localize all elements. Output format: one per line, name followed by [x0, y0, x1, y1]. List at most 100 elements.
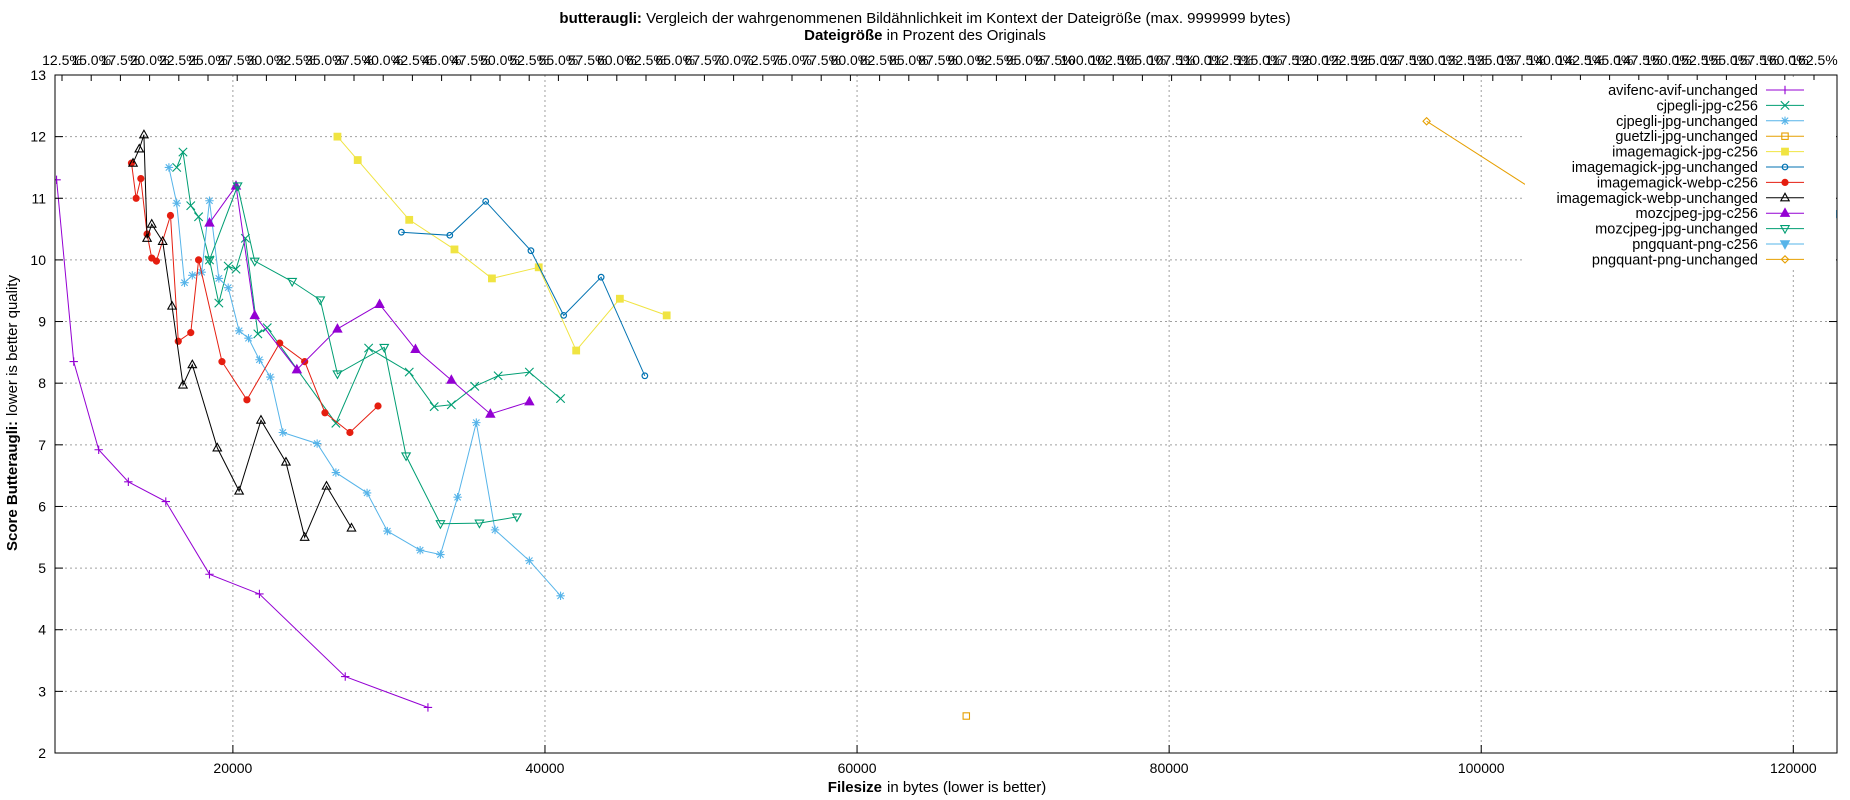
legend-marker: [1781, 163, 1789, 171]
data-point: [187, 329, 195, 337]
data-point: [474, 519, 485, 529]
data-point: [164, 163, 174, 172]
series-guetzli-jpg-unchanged: [962, 712, 971, 720]
x2-tick-label: 147.5%: [1615, 52, 1662, 68]
data-point: [127, 157, 139, 167]
y-tick-label: 8: [38, 375, 46, 391]
series-line: [401, 200, 646, 377]
data-point: [353, 156, 362, 164]
data-point: [204, 217, 215, 227]
x2-tick-label: 62.5%: [626, 52, 666, 68]
x2-tick-label: 47.5%: [451, 52, 491, 68]
data-point: [94, 445, 103, 454]
x-tick-label: 120000: [1770, 760, 1817, 776]
data-point: [214, 298, 224, 308]
data-point: [446, 400, 456, 410]
series-line: [56, 179, 429, 708]
x2-tick-label: 77.5%: [801, 52, 841, 68]
y-tick-label: 12: [30, 129, 46, 145]
x2-tick-label: 90.0%: [947, 52, 987, 68]
x2-tick-label: 100.0%: [1060, 52, 1107, 68]
x2-tick-label: 40.0%: [363, 52, 403, 68]
x-tick-label: 40000: [526, 760, 565, 776]
data-point: [641, 372, 649, 380]
data-point: [212, 442, 223, 452]
plot-border: [54, 74, 1838, 754]
data-point: [55, 175, 61, 184]
legend-marker: [1781, 147, 1789, 156]
x2-tick-label: 65.0%: [655, 52, 695, 68]
data-point: [331, 468, 341, 477]
data-point: [597, 273, 605, 281]
y-axis-label-bold: Score Butteraugli:: [4, 421, 21, 551]
data-point: [534, 263, 543, 272]
data-point: [262, 323, 272, 333]
series-cjpegli-jpg-unchanged: [164, 163, 565, 601]
x2-tick-label: 135.0%: [1469, 52, 1516, 68]
data-point: [525, 556, 534, 565]
data-point: [255, 414, 267, 424]
data-point: [436, 550, 445, 559]
data-point: [280, 456, 292, 466]
chart-title-bold: butteraugli:: [559, 10, 642, 27]
x2-tick-label: 12.5%: [42, 52, 82, 68]
x-axis-label-rest: in bytes (lower is better): [887, 779, 1046, 796]
x2-tick-label: 87.5%: [918, 52, 958, 68]
data-point: [205, 196, 214, 205]
data-point: [962, 712, 971, 720]
data-point: [493, 371, 503, 381]
y-tick-label: 13: [30, 67, 46, 83]
x2-tick-label: 67.5%: [685, 52, 725, 68]
series-line: [337, 136, 667, 352]
x2-tick-label: 17.5%: [101, 52, 141, 68]
x2-tick-label: 132.5%: [1440, 52, 1487, 68]
data-point: [266, 372, 275, 382]
x2-tick-label: 102.5%: [1089, 52, 1136, 68]
data-point: [233, 485, 245, 495]
x2-tick-label: 57.5%: [568, 52, 608, 68]
data-point: [178, 147, 188, 157]
x2-tick-label: 142.5%: [1557, 52, 1604, 68]
legend-entry: pngquant-png-c256: [1632, 237, 1804, 253]
x2-tick-label: 50.0%: [480, 52, 520, 68]
legend-marker: [1779, 240, 1791, 250]
data-point: [383, 526, 392, 536]
data-point: [511, 513, 523, 523]
legend-entry: mozcjpeg-jpg-unchanged: [1595, 222, 1804, 238]
legend-marker: [1781, 178, 1789, 186]
data-point: [255, 589, 264, 599]
data-point: [374, 298, 385, 308]
legend-label: imagemagick-jpg-unchanged: [1572, 160, 1758, 176]
x2-tick-label: 122.5%: [1323, 52, 1370, 68]
data-point: [223, 261, 233, 271]
legend-marker: [1780, 116, 1790, 125]
series-line: [132, 134, 352, 539]
x2-tick-label: 120.0%: [1294, 52, 1341, 68]
data-point: [231, 264, 241, 274]
legend-marker: [1779, 207, 1791, 217]
x2-tick-label: 20.0%: [130, 52, 170, 68]
y-tick-label: 6: [38, 498, 46, 514]
data-point: [332, 370, 343, 380]
data-point: [166, 211, 175, 220]
series-line: [131, 163, 379, 434]
data-point: [244, 333, 253, 343]
legend-label: pngquant-png-unchanged: [1592, 252, 1758, 268]
chart-title: butteraugli: Vergleich der wahrgenommene…: [0, 10, 1850, 27]
data-point: [488, 274, 496, 283]
x2-tick-label: 60.0%: [597, 52, 637, 68]
legend-marker: [1779, 192, 1791, 202]
data-point: [249, 257, 260, 267]
x2-tick-label: 107.5%: [1148, 52, 1195, 68]
data-point: [161, 497, 170, 506]
legend-entry: cjpegli-jpg-unchanged: [1616, 114, 1804, 130]
legend-label: mozcjpeg-jpg-unchanged: [1595, 222, 1758, 238]
data-point: [194, 256, 203, 264]
plot-frame: [54, 74, 1838, 754]
data-point: [450, 245, 459, 254]
x2-tick-label: 117.5%: [1265, 52, 1311, 68]
x2-tick-label: 97.5%: [1035, 52, 1075, 68]
data-point: [315, 296, 326, 306]
x2-tick-label: 145.0%: [1586, 52, 1633, 68]
series-imagemagick-jpg-c256: [333, 132, 671, 355]
